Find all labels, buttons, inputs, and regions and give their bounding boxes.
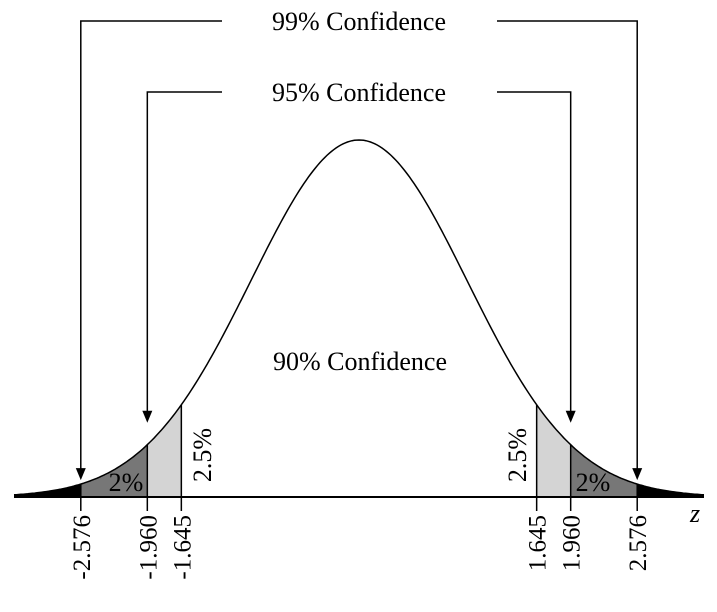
area-label-right-2pct: 2% — [576, 468, 611, 497]
conf99-right-arrowhead — [632, 468, 643, 481]
left-2pct-region — [80, 444, 148, 497]
conf99-left-arrowhead — [75, 468, 86, 481]
boundary-lines — [80, 404, 638, 497]
right-2-5pct-region — [536, 404, 571, 497]
arrowheads — [75, 410, 643, 481]
tick-label: -1.645 — [169, 515, 196, 580]
axis-z-label: z — [689, 499, 700, 528]
right-tail-region — [637, 484, 704, 497]
tick-labels: -2.576 -1.960 -1.645 1.645 1.960 2.576 — [69, 515, 652, 580]
tick-marks — [80, 497, 638, 511]
right-2pct-region — [570, 444, 638, 497]
label-99-confidence: 99% Confidence — [272, 7, 446, 36]
label-90-confidence: 90% Confidence — [273, 347, 447, 376]
tick-label: 1.645 — [525, 515, 552, 571]
tick-label: 1.960 — [559, 515, 586, 571]
left-tail-region — [14, 484, 81, 497]
tick-label: -1.960 — [135, 515, 162, 580]
conf99-arrow-lines — [80, 20, 638, 471]
left-2-5pct-region — [147, 404, 182, 497]
tick-label: -2.576 — [69, 515, 96, 580]
tick-label: 2.576 — [625, 515, 652, 571]
normal-curve — [13, 139, 705, 496]
conf95-right-arrowhead — [565, 410, 576, 423]
area-label-left-2pct: 2% — [109, 468, 144, 497]
conf95-arrow-lines — [146, 91, 572, 413]
conf95-left-arrowhead — [142, 410, 153, 423]
area-label-left-2-5pct: 2.5% — [188, 428, 217, 482]
confidence-arrows — [80, 20, 638, 471]
area-label-right-2-5pct: 2.5% — [503, 428, 532, 482]
label-95-confidence: 95% Confidence — [272, 78, 446, 107]
